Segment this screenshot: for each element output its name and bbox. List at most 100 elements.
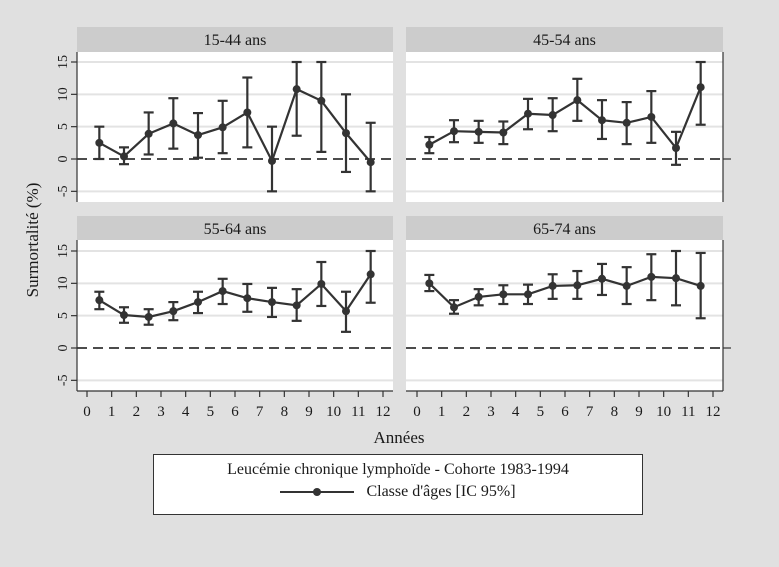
x-tick-label: 9 — [305, 404, 313, 420]
panel-title: 45-54 ans — [533, 32, 596, 49]
x-tick-label: 6 — [561, 404, 569, 420]
x-tick-label: 10 — [656, 404, 671, 420]
data-point — [647, 112, 656, 121]
x-tick-label: 5 — [537, 404, 545, 420]
x-tick-label: 0 — [413, 404, 421, 420]
series-line — [428, 86, 702, 151]
data-point — [524, 109, 532, 118]
panel-header — [406, 216, 723, 240]
panel-title: 55-64 ans — [204, 221, 267, 238]
x-tick-label: 11 — [681, 404, 695, 420]
data-point — [218, 287, 227, 296]
data-point — [598, 116, 606, 125]
data-point — [169, 119, 178, 128]
data-point — [598, 274, 606, 283]
series-line — [98, 87, 372, 164]
y-tick-label: -5 — [56, 374, 71, 386]
data-point — [268, 156, 276, 165]
data-point — [548, 111, 557, 120]
x-tick-label: 4 — [182, 404, 190, 420]
y-tick-label: 0 — [56, 345, 71, 352]
data-point — [573, 96, 582, 105]
data-point — [696, 281, 705, 290]
panel-45-54-ans: 45-54 ans — [406, 27, 731, 202]
x-tick-label: 11 — [351, 404, 365, 420]
data-point — [292, 301, 301, 310]
data-point — [144, 129, 153, 138]
x-tick-label: 9 — [635, 404, 643, 420]
x-tick-label: 4 — [512, 404, 520, 420]
data-point — [499, 128, 508, 137]
x-tick-label: 10 — [326, 404, 341, 420]
data-point — [672, 274, 680, 283]
data-point — [499, 290, 508, 299]
data-point — [144, 312, 153, 321]
legend-entry-label: Classe d'âges [IC 95%] — [366, 483, 516, 500]
data-point — [120, 311, 128, 320]
data-point — [317, 96, 326, 105]
y-tick-label: 10 — [56, 276, 71, 290]
y-axis-label: Surmortalité (%) — [23, 183, 42, 298]
data-point — [120, 152, 128, 161]
y-tick-label: 15 — [56, 244, 71, 258]
data-point — [425, 279, 434, 288]
data-point — [268, 298, 276, 307]
data-point — [474, 292, 483, 301]
data-point — [95, 296, 104, 305]
data-point — [474, 127, 483, 136]
x-tick-label: 7 — [586, 404, 594, 420]
x-tick-label: 1 — [108, 404, 116, 420]
data-point — [194, 298, 202, 307]
data-point — [450, 127, 458, 136]
x-tick-label: 1 — [438, 404, 446, 420]
data-point — [622, 281, 631, 290]
x-tick-label: 6 — [231, 404, 239, 420]
panel-header — [77, 27, 393, 52]
x-tick-label: 12 — [376, 404, 391, 420]
x-tick-label: 12 — [706, 404, 721, 420]
data-point — [243, 108, 252, 117]
panel-header — [406, 27, 723, 52]
data-point — [573, 281, 582, 290]
data-point — [243, 294, 252, 303]
x-tick-label: 8 — [611, 404, 619, 420]
x-tick-label: 2 — [133, 404, 141, 420]
data-point — [672, 144, 680, 153]
x-tick-label: 2 — [463, 404, 471, 420]
data-point — [548, 281, 557, 290]
data-point — [218, 123, 227, 132]
data-point — [169, 307, 178, 316]
x-tick-label: 0 — [83, 404, 91, 420]
panel-header — [77, 216, 393, 240]
y-tick-label: 15 — [56, 55, 71, 69]
y-tick-label: 10 — [56, 87, 71, 101]
x-tick-label: 5 — [207, 404, 215, 420]
x-tick-label: 3 — [157, 404, 165, 420]
series-line — [428, 275, 701, 309]
data-point — [292, 85, 301, 94]
data-point — [317, 279, 326, 288]
legend-entry: Classe d'âges [IC 95%] — [154, 483, 642, 501]
panel-title: 15-44 ans — [204, 32, 267, 49]
data-point — [95, 138, 104, 147]
x-tick-label: 7 — [256, 404, 264, 420]
data-point — [342, 307, 350, 316]
panel-15-44-ans: 15-44 ans -5 0 5 10 15 — [56, 27, 393, 202]
y-tick-label: 0 — [56, 156, 71, 163]
data-point — [425, 140, 434, 149]
data-point — [342, 129, 350, 138]
x-axis-label: Années — [374, 428, 425, 447]
y-tick-label: 5 — [56, 312, 71, 319]
x-tick-label: 3 — [487, 404, 495, 420]
data-point — [647, 272, 656, 281]
data-point — [194, 131, 202, 140]
data-point — [696, 83, 705, 92]
legend-title: Leucémie chronique lymphoïde - Cohorte 1… — [227, 461, 569, 478]
panel-title: 65-74 ans — [533, 221, 596, 238]
series-line — [98, 273, 372, 319]
x-tick-label: 8 — [281, 404, 289, 420]
